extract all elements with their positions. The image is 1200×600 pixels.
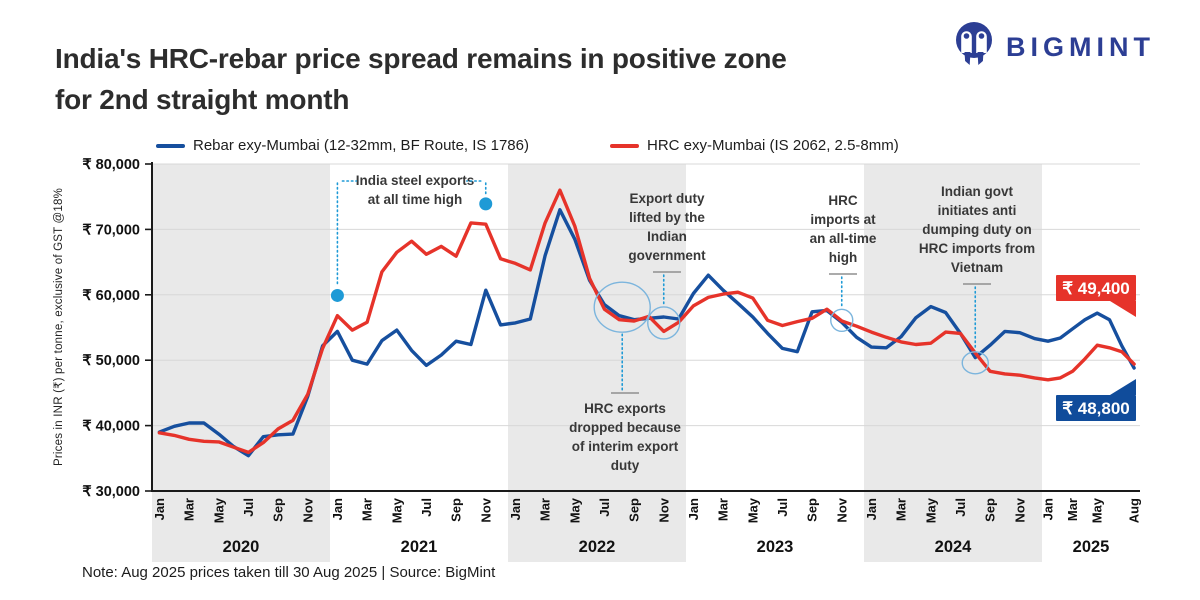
year-label-2025: 2025	[1073, 538, 1110, 556]
annotation-text-export-duty-lifted: government	[628, 248, 706, 263]
annotation-text-anti-dumping-duty-vietnam: HRC imports from	[919, 241, 1035, 256]
x-tick-label-2020-Jul: Jul	[241, 498, 256, 517]
annotation-text-export-duty-lifted: Indian	[647, 229, 687, 244]
annotation-text-hrc-exports-dropped: dropped because	[569, 420, 681, 435]
x-tick-label-2021-Mar: Mar	[360, 498, 375, 521]
end-label-value-rebar: ₹ 48,800	[1062, 399, 1130, 418]
source-note: Note: Aug 2025 prices taken till 30 Aug …	[82, 564, 496, 581]
x-tick-label-2025-Mar: Mar	[1065, 498, 1080, 521]
annotation-dot-india-steel-exports-high	[479, 197, 493, 211]
x-tick-label-2023-Nov: Nov	[834, 497, 849, 522]
legend-item-rebar: Rebar exy-Mumbai (12-32mm, BF Route, IS …	[156, 137, 529, 154]
rebar-legend-label: Rebar exy-Mumbai (12-32mm, BF Route, IS …	[193, 137, 529, 154]
end-label-value-hrc: ₹ 49,400	[1062, 279, 1130, 298]
end-label-pointer-rebar	[1110, 379, 1136, 395]
annotation-circle-hrc-exports-dropped	[593, 281, 651, 333]
rebar-legend-swatch	[156, 143, 185, 148]
y-axis-label-50000: ₹ 50,000	[82, 353, 140, 369]
bigmint-logo-icon	[952, 20, 996, 75]
annotation-text-anti-dumping-duty-vietnam: Vietnam	[951, 260, 1003, 275]
hrc-legend-swatch	[610, 143, 639, 148]
year-label-2021: 2021	[401, 538, 438, 556]
annotation-text-hrc-imports-all-time-high: high	[829, 250, 858, 265]
annotation-circle-export-duty-lifted	[647, 306, 681, 340]
page-title: India's HRC-rebar price spread remains i…	[55, 38, 955, 120]
annotation-text-export-duty-lifted: lifted by the	[629, 210, 705, 225]
y-axis-label-60000: ₹ 60,000	[82, 288, 140, 304]
y-axis-label-70000: ₹ 70,000	[82, 222, 140, 238]
year-band-2020	[152, 164, 330, 562]
annotation-text-hrc-imports-all-time-high: imports at	[810, 212, 876, 227]
end-label-pointer-hrc	[1110, 301, 1136, 317]
annotation-text-anti-dumping-duty-vietnam: Indian govt	[941, 184, 1014, 199]
x-tick-label-2021-Sep: Sep	[449, 498, 464, 522]
x-tick-label-2023-May: May	[745, 497, 760, 523]
x-tick-label-2023-Sep: Sep	[805, 498, 820, 522]
x-tick-label-2021-Nov: Nov	[478, 497, 493, 522]
annotation-text-india-steel-exports-high: India steel exports	[356, 173, 475, 188]
annotation-dot-india-steel-exports-high	[330, 288, 344, 302]
x-tick-label-2022-Nov: Nov	[656, 497, 671, 522]
x-tick-label-2024-Sep: Sep	[983, 498, 998, 522]
annotation-text-hrc-exports-dropped: of interim export	[572, 439, 679, 454]
annotation-text-anti-dumping-duty-vietnam: dumping duty on	[922, 222, 1031, 237]
annotation-text-hrc-imports-all-time-high: HRC	[828, 193, 857, 208]
x-tick-label-2023-Jul: Jul	[775, 498, 790, 517]
year-label-2023: 2023	[757, 538, 794, 556]
annotation-circle-hrc-imports-all-time-high	[830, 308, 854, 333]
x-tick-label-2024-Jan: Jan	[864, 498, 879, 520]
x-tick-label-2025-May: May	[1090, 497, 1105, 523]
x-tick-label-2024-May: May	[923, 497, 938, 523]
annotation-text-export-duty-lifted: Export duty	[629, 191, 704, 206]
x-tick-label-2020-Mar: Mar	[182, 498, 197, 521]
x-tick-label-2020-Jan: Jan	[152, 498, 167, 520]
hrc-legend-label: HRC exy-Mumbai (IS 2062, 2.5-8mm)	[647, 137, 899, 154]
legend-item-hrc: HRC exy-Mumbai (IS 2062, 2.5-8mm)	[610, 137, 899, 154]
x-tick-label-2024-Mar: Mar	[894, 498, 909, 521]
end-label-box-rebar	[1056, 395, 1136, 421]
year-band-2024	[864, 164, 1042, 562]
x-tick-label-2023-Mar: Mar	[716, 498, 731, 521]
x-tick-label-2022-Jul: Jul	[597, 498, 612, 517]
x-tick-label-2022-May: May	[567, 497, 582, 523]
x-tick-label-2024-Nov: Nov	[1012, 497, 1027, 522]
annotation-text-anti-dumping-duty-vietnam: initiates anti	[938, 203, 1017, 218]
x-tick-label-2020-Sep: Sep	[271, 498, 286, 522]
end-label-box-hrc	[1056, 275, 1136, 301]
series-line-hrc	[157, 188, 1136, 455]
y-axis-label-30000: ₹ 30,000	[82, 484, 140, 500]
year-label-2022: 2022	[579, 538, 616, 556]
x-tick-label-2020-Nov: Nov	[300, 497, 315, 522]
annotation-text-hrc-exports-dropped: HRC exports	[584, 401, 666, 416]
x-tick-label-2020-May: May	[211, 497, 226, 523]
y-axis-label-40000: ₹ 40,000	[82, 419, 140, 435]
annotation-text-india-steel-exports-high: at all time high	[368, 192, 463, 207]
year-label-2024: 2024	[935, 538, 973, 556]
x-tick-label-2022-Mar: Mar	[538, 498, 553, 521]
x-tick-label-2021-Jul: Jul	[419, 498, 434, 517]
brand-wordmark: BIGMINT	[1006, 32, 1155, 62]
x-tick-label-2021-Jan: Jan	[330, 498, 345, 520]
x-tick-label-2025-Jan: Jan	[1041, 498, 1056, 520]
annotation-text-hrc-imports-all-time-high: an all-time	[810, 231, 877, 246]
title-line-2: for 2nd straight month	[55, 84, 350, 115]
annotation-circle-anti-dumping-duty-vietnam	[961, 351, 989, 375]
x-tick-label-2022-Jan: Jan	[508, 498, 523, 520]
x-tick-label-2021-May: May	[389, 497, 404, 523]
y-axis-label-80000: ₹ 80,000	[82, 157, 140, 173]
x-tick-label-2022-Sep: Sep	[627, 498, 642, 522]
x-tick-label-2025-Aug: Aug	[1127, 498, 1142, 523]
year-band-2022	[508, 164, 686, 562]
x-tick-label-2023-Jan: Jan	[686, 498, 701, 520]
bigmint-logo: BIGMINT	[952, 20, 1155, 75]
annotation-text-hrc-exports-dropped: duty	[611, 458, 640, 473]
title-line-1: India's HRC-rebar price spread remains i…	[55, 43, 787, 74]
x-tick-label-2024-Jul: Jul	[953, 498, 968, 517]
year-label-2020: 2020	[223, 538, 260, 556]
